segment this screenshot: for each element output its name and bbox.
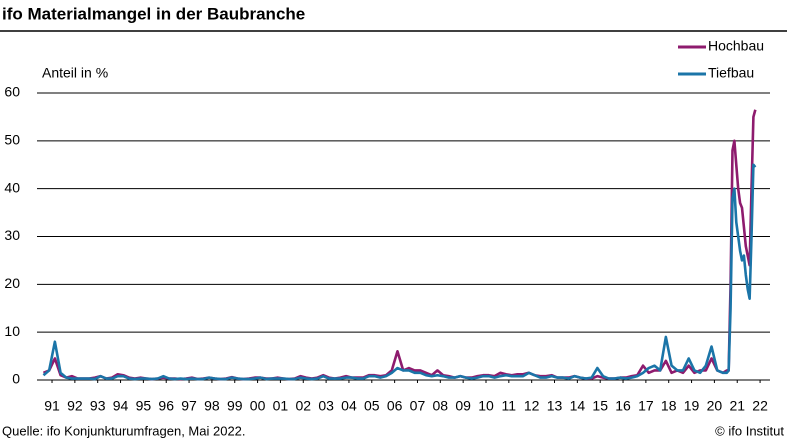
x-tick-label: 99 [227,398,243,414]
x-tick-label: 22 [752,398,768,414]
x-tick-label: 04 [341,398,357,414]
x-tick-label: 01 [273,398,289,414]
copyright: © ifo Institut [715,423,784,438]
x-tick-label: 17 [638,398,654,414]
x-tick-label: 06 [387,398,403,414]
legend-label: Hochbau [708,38,764,54]
x-tick-label: 09 [455,398,471,414]
x-tick-label: 07 [410,398,426,414]
x-tick-label: 19 [684,398,700,414]
y-tick-label: 0 [12,371,20,387]
x-tick-label: 05 [364,398,380,414]
x-tick-label: 92 [67,398,83,414]
y-tick-label: 60 [4,84,20,100]
x-tick-label: 91 [44,398,60,414]
x-tick-label: 96 [158,398,174,414]
x-tick-label: 97 [181,398,197,414]
x-tick-label: 12 [524,398,540,414]
x-tick-label: 18 [661,398,677,414]
x-tick-label: 00 [250,398,266,414]
y-tick-label: 40 [4,179,20,195]
x-tick-label: 95 [136,398,152,414]
x-tick-label: 94 [113,398,129,414]
series-line [42,163,757,381]
x-tick-label: 08 [433,398,449,414]
x-tick-label: 21 [729,398,745,414]
y-axis-label: Anteil in % [42,65,108,81]
x-tick-label: 02 [295,398,311,414]
series-line [42,109,757,381]
x-tick-label: 03 [318,398,334,414]
chart-title: ifo Materialmangel in der Baubranche [2,4,305,23]
y-tick-label: 30 [4,227,20,243]
legend-label: Tiefbau [708,65,754,81]
x-tick-label: 10 [478,398,494,414]
x-tick-label: 13 [547,398,563,414]
y-tick-label: 10 [4,323,20,339]
y-tick-label: 50 [4,132,20,148]
x-tick-label: 93 [90,398,106,414]
x-tick-label: 20 [707,398,723,414]
x-tick-label: 15 [592,398,608,414]
x-tick-label: 14 [570,398,586,414]
x-tick-label: 16 [615,398,631,414]
x-tick-label: 11 [502,398,517,414]
x-tick-label: 98 [204,398,220,414]
source-note: Quelle: ifo Konjunkturumfragen, Mai 2022… [2,423,246,438]
y-tick-label: 20 [4,275,20,291]
